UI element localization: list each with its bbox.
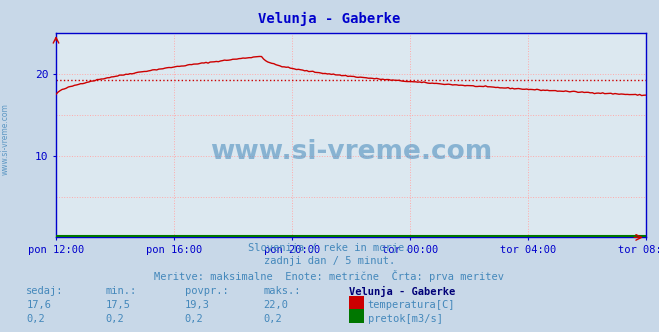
Text: 0,2: 0,2 [185,314,203,324]
Text: pretok[m3/s]: pretok[m3/s] [368,314,443,324]
Text: Velunja - Gaberke: Velunja - Gaberke [349,286,455,296]
Text: www.si-vreme.com: www.si-vreme.com [1,104,10,175]
Text: povpr.:: povpr.: [185,286,228,295]
Text: 22,0: 22,0 [264,300,289,310]
Text: sedaj:: sedaj: [26,286,64,295]
Text: Meritve: maksimalne  Enote: metrične  Črta: prva meritev: Meritve: maksimalne Enote: metrične Črta… [154,270,505,282]
Text: 0,2: 0,2 [26,314,45,324]
Text: 0,2: 0,2 [105,314,124,324]
Text: temperatura[C]: temperatura[C] [368,300,455,310]
Text: 19,3: 19,3 [185,300,210,310]
Text: min.:: min.: [105,286,136,295]
Text: Velunja - Gaberke: Velunja - Gaberke [258,12,401,26]
Text: 17,5: 17,5 [105,300,130,310]
Text: Slovenija / reke in morje.: Slovenija / reke in morje. [248,243,411,253]
Text: zadnji dan / 5 minut.: zadnji dan / 5 minut. [264,256,395,266]
Text: 0,2: 0,2 [264,314,282,324]
Text: 17,6: 17,6 [26,300,51,310]
Text: maks.:: maks.: [264,286,301,295]
Text: www.si-vreme.com: www.si-vreme.com [210,139,492,165]
